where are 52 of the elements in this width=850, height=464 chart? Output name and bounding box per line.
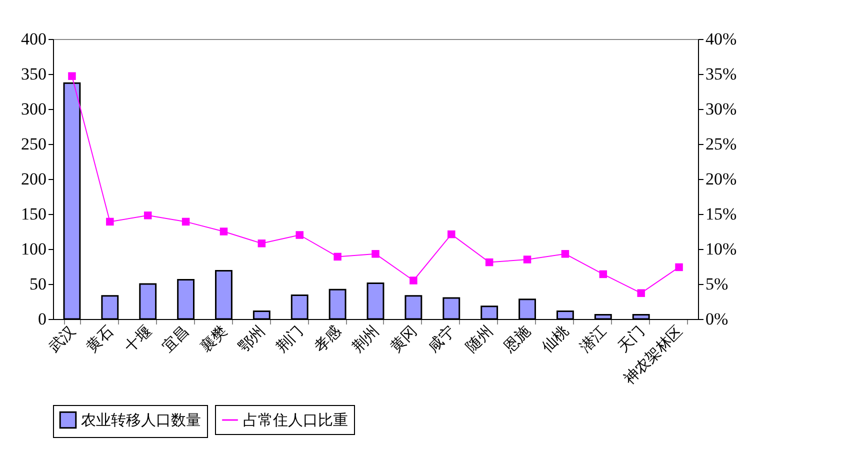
- point: [258, 240, 266, 248]
- y-tick-label: 400: [21, 30, 46, 48]
- point: [485, 258, 494, 266]
- legend-label: 农业转移人口数量: [81, 411, 201, 429]
- y-tick-label: 250: [21, 134, 46, 154]
- x-tick-label: 咸宁: [424, 322, 458, 356]
- point: [410, 276, 418, 284]
- x-tick-label: 仙桃: [538, 322, 572, 356]
- x-tick-label: 孝感: [310, 322, 344, 356]
- x-tick-label: 恩施: [499, 322, 534, 357]
- point: [220, 228, 228, 236]
- x-tick-label: 鄂州: [234, 322, 269, 356]
- x-tick-label: 武汉: [44, 322, 79, 356]
- point: [523, 256, 532, 264]
- x-tick-label: 宜昌: [158, 322, 193, 356]
- y2-tick-label: 40%: [706, 30, 737, 48]
- y2-tick-label: 15%: [706, 204, 737, 224]
- point: [372, 250, 380, 258]
- legend-label: 占常住人口比重: [243, 411, 348, 429]
- y2-tick-label: 10%: [706, 240, 737, 258]
- point: [334, 252, 342, 261]
- x-tick-label: 潜江: [576, 322, 610, 356]
- y2-tick-label: 5%: [706, 274, 728, 294]
- y-tick-label: 300: [21, 100, 46, 118]
- point: [637, 289, 645, 297]
- x-tick-label: 襄樊: [196, 322, 231, 356]
- y2-tick-label: 0%: [706, 310, 728, 328]
- y-tick-label: 150: [21, 204, 46, 224]
- point: [599, 270, 608, 278]
- x-tick-label: 十堰: [120, 322, 155, 356]
- y-tick-label: 100: [21, 240, 46, 258]
- point: [68, 72, 76, 80]
- x-tick-label: 随州: [462, 322, 496, 356]
- y2-tick-label: 35%: [706, 64, 737, 84]
- point: [675, 263, 683, 272]
- point: [106, 218, 114, 226]
- y2-tick-label: 30%: [706, 100, 737, 118]
- point: [561, 250, 570, 258]
- point: [448, 230, 456, 238]
- x-tick-label: 黄石: [82, 322, 117, 356]
- y2-tick-label: 25%: [706, 134, 737, 154]
- x-tick-label: 黄冈: [386, 322, 420, 356]
- y-tick-label: 200: [21, 170, 46, 188]
- y2-tick-label: 20%: [706, 170, 737, 188]
- y-tick-label: 350: [21, 64, 46, 84]
- y-tick-label: 0: [38, 310, 46, 328]
- x-tick-label: 荆门: [272, 322, 306, 356]
- point: [144, 212, 152, 220]
- point: [296, 231, 304, 239]
- point: [182, 218, 190, 226]
- x-tick-label: 荆州: [348, 322, 382, 356]
- y-tick-label: 50: [30, 274, 46, 294]
